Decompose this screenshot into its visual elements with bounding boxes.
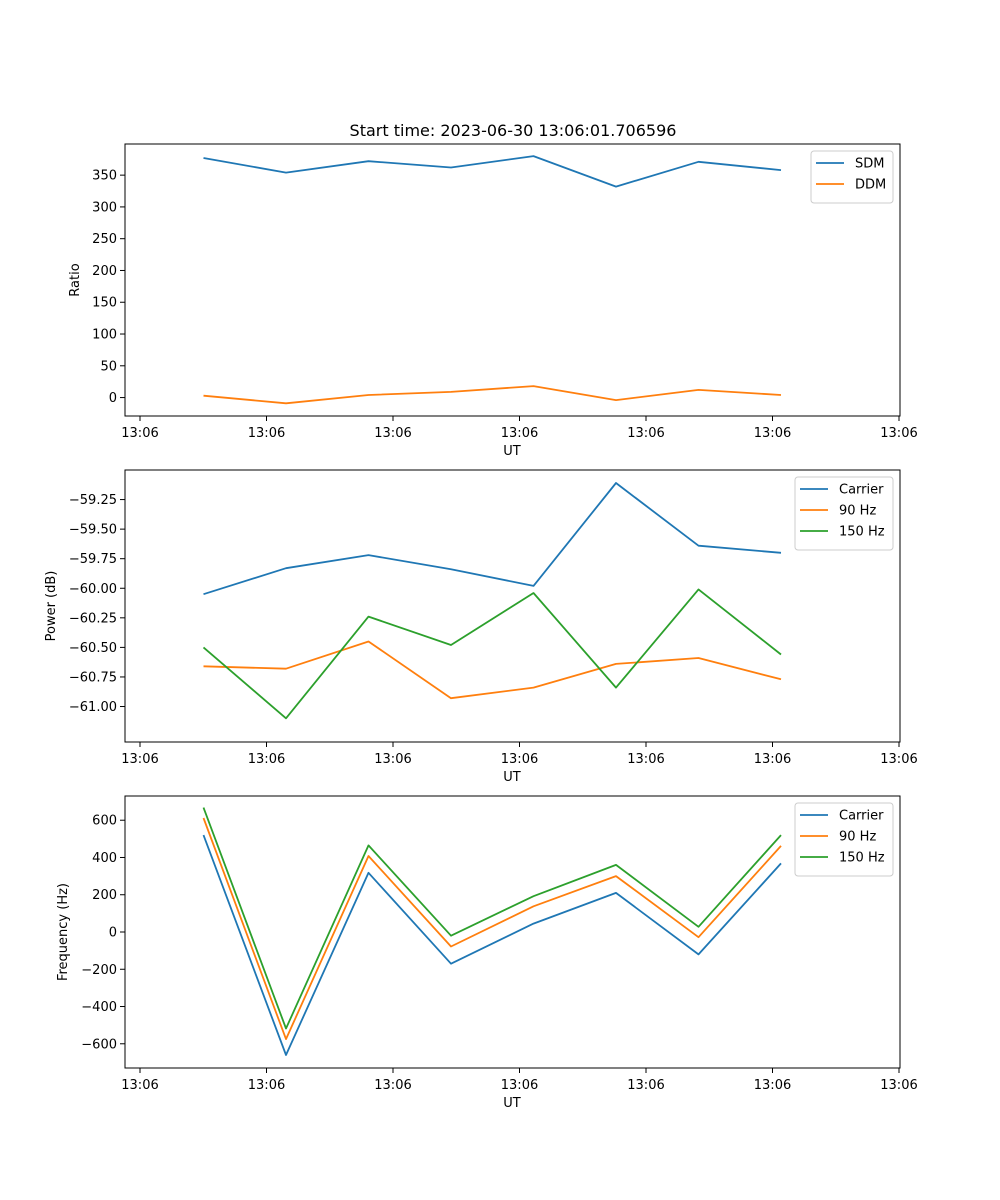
figure-title: Start time: 2023-06-30 13:06:01.706596: [350, 121, 677, 140]
y-tick-label: 0: [109, 391, 117, 406]
x-tick-label: 13:06: [248, 1078, 285, 1093]
series-line-ddm: [203, 385, 782, 405]
y-tick-label: −400: [81, 1000, 117, 1015]
y-tick-label: 300: [92, 200, 117, 215]
x-axis-label: UT: [503, 444, 521, 459]
panels-group: 13:0613:0613:0613:0613:0613:0613:0613:07…: [44, 143, 918, 1111]
legend-entry-label: SDM: [855, 157, 884, 172]
x-tick-label: 13:06: [754, 752, 791, 767]
x-tick-label: 13:06: [501, 752, 538, 767]
plot-frame: [124, 143, 901, 417]
x-tick-label: 13:06: [880, 426, 917, 441]
x-tick-label: 13:06: [880, 752, 917, 767]
y-tick-label: −60.50: [69, 641, 117, 656]
legend: Carrier 90 Hz 150 Hz: [794, 476, 894, 551]
y-tick-label: 200: [92, 888, 117, 903]
series-line-carrier: [203, 482, 782, 596]
y-tick-label: 150: [92, 296, 117, 311]
chart-panel-2: 13:0613:0613:0613:0613:0613:0613:0613:07…: [44, 469, 918, 785]
x-axis-label: UT: [503, 1096, 521, 1111]
y-tick-label: −60.75: [69, 670, 117, 685]
y-tick-label: −59.50: [69, 523, 117, 538]
x-tick-label: 13:06: [121, 752, 158, 767]
y-axis-label: Frequency (Hz): [56, 883, 71, 981]
y-tick-label: 200: [92, 264, 117, 279]
y-tick-label: −200: [81, 963, 117, 978]
x-tick-label: 13:06: [248, 752, 285, 767]
y-tick-label: 0: [109, 926, 117, 941]
series-line-90-hz: [203, 640, 782, 700]
y-tick-label: −61.00: [69, 700, 117, 715]
y-tick-label: −600: [81, 1037, 117, 1052]
legend-box: [810, 150, 894, 204]
x-tick-label: 13:06: [121, 426, 158, 441]
x-tick-label: 13:06: [501, 1078, 538, 1093]
x-axis-label: UT: [503, 770, 521, 785]
y-tick-label: −59.75: [69, 552, 117, 567]
legend-entry-label: 90 Hz: [839, 830, 876, 845]
series-line-sdm: [203, 155, 782, 188]
x-tick-label: 13:06: [627, 1078, 664, 1093]
x-tick-label: 13:06: [374, 426, 411, 441]
y-tick-label: 600: [92, 814, 117, 829]
legend: Carrier 90 Hz 150 Hz: [794, 802, 894, 877]
chart-panel-3: 13:0613:0613:0613:0613:0613:0613:0613:07…: [56, 795, 918, 1111]
x-tick-label: 13:06: [121, 1078, 158, 1093]
x-tick-label: 13:06: [501, 426, 538, 441]
y-tick-label: 250: [92, 232, 117, 247]
x-tick-label: 13:06: [374, 752, 411, 767]
legend-entry-label: DDM: [855, 178, 886, 193]
x-tick-label: 13:06: [248, 426, 285, 441]
y-axis-label: Power (dB): [44, 571, 59, 642]
legend-entry-label: 150 Hz: [839, 851, 885, 866]
legend-entry-label: 90 Hz: [839, 504, 876, 519]
chart-panel-1: 13:0613:0613:0613:0613:0613:0613:0613:07…: [68, 143, 918, 459]
x-tick-label: 13:06: [754, 1078, 791, 1093]
series-line-90-hz: [202, 817, 782, 1040]
y-tick-label: 50: [100, 359, 117, 374]
x-tick-label: 13:06: [627, 752, 664, 767]
y-tick-label: 100: [92, 328, 117, 343]
legend-entry-label: Carrier: [839, 809, 884, 824]
legend: SDM DDM: [810, 150, 894, 204]
y-tick-label: 400: [92, 851, 117, 866]
series-line-150-hz: [202, 588, 782, 720]
x-tick-label: 13:06: [627, 426, 664, 441]
x-tick-label: 13:06: [880, 1078, 917, 1093]
plot-frame: [124, 469, 901, 743]
series-line-150-hz: [202, 807, 782, 1030]
y-tick-label: 350: [92, 169, 117, 184]
x-tick-label: 13:06: [754, 426, 791, 441]
series-line-carrier: [202, 834, 782, 1056]
y-tick-label: −59.25: [69, 493, 117, 508]
legend-entry-label: 150 Hz: [839, 525, 885, 540]
y-tick-label: −60.25: [69, 611, 117, 626]
y-tick-label: −60.00: [69, 582, 117, 597]
y-axis-label: Ratio: [68, 263, 83, 296]
legend-entry-label: Carrier: [839, 483, 884, 498]
x-tick-label: 13:06: [374, 1078, 411, 1093]
